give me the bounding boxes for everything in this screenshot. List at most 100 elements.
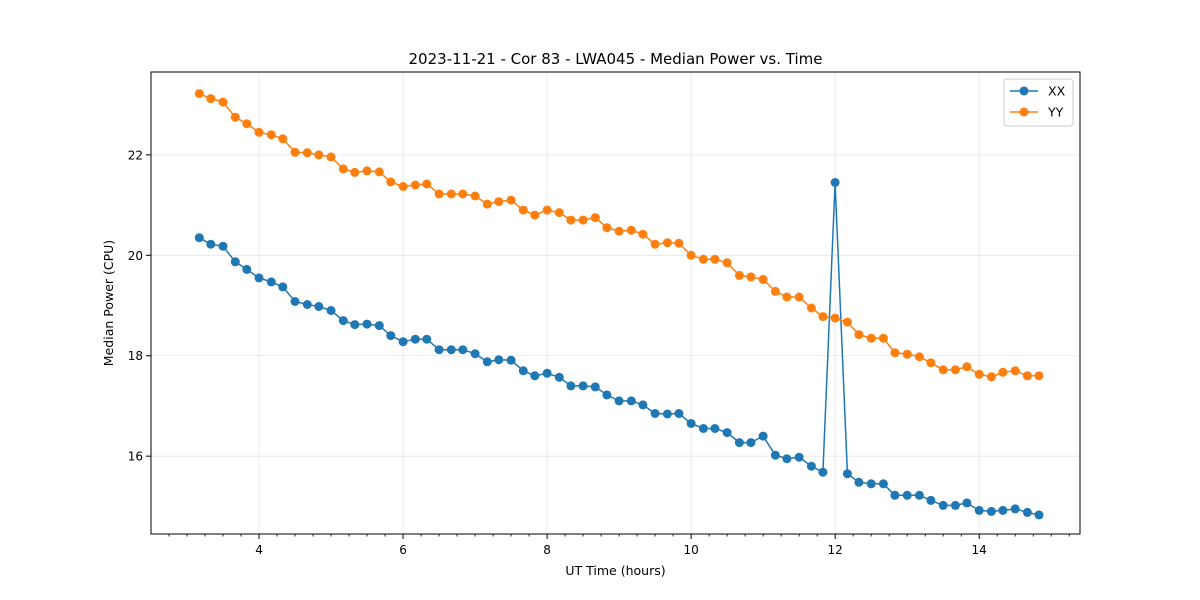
data-point-xx [830,178,840,187]
data-point-xx [638,400,648,410]
data-point-xx [482,357,492,367]
data-point-xx [506,355,516,365]
series-yy [194,89,1044,382]
data-point-yy [1034,371,1044,381]
y-axis: 16 18 20 22 [128,148,151,464]
data-point-xx [314,302,324,311]
data-point-xx [554,372,564,382]
data-point-yy [638,229,648,239]
data-point-yy [506,195,516,205]
data-point-yy [470,191,480,201]
data-point-yy [446,189,456,199]
x-tick-label: 10 [683,543,698,557]
data-point-yy [554,208,564,218]
data-point-xx [254,273,264,283]
data-point-yy [542,205,552,215]
data-point-xx [674,409,684,418]
data-point-xx [926,495,936,505]
data-point-xx [842,469,852,479]
x-axis: 4 6 8 10 12 14 [168,534,1070,557]
chart-title: 2023-11-21 - Cor 83 - LWA045 - Median Po… [409,50,823,68]
data-point-yy [206,94,216,104]
data-point-xx [386,331,396,341]
plot-series [194,89,1044,520]
legend-marker-xx [1019,86,1029,96]
data-point-yy [650,239,660,249]
data-point-xx [326,306,336,315]
data-point-xx [446,345,456,355]
data-point-yy [986,372,996,382]
data-point-xx [290,297,300,306]
x-tick-label: 12 [828,543,843,557]
data-point-yy [830,313,840,323]
legend: XX YY [1003,78,1074,127]
data-point-xx [422,334,432,344]
data-point-yy [302,148,312,158]
data-point-yy [494,197,504,207]
data-point-yy [674,238,684,248]
data-point-yy [386,177,396,187]
data-point-yy [398,182,408,191]
data-point-xx [266,277,276,287]
data-point-yy [962,362,972,372]
data-point-yy [362,166,372,176]
data-point-yy [710,254,720,264]
data-point-yy [878,333,888,343]
data-point-xx [302,300,312,309]
data-point-xx [362,319,372,329]
data-point-yy [602,223,612,233]
data-point-yy [374,167,384,177]
data-point-yy [338,164,348,174]
data-point-xx [734,438,744,448]
data-point-xx [998,505,1008,515]
legend-marker-yy [1019,107,1029,117]
data-point-yy [350,167,360,177]
data-point-xx [410,334,420,344]
data-point-xx [758,431,768,441]
y-axis-label: Median Power (CPU) [101,240,116,366]
data-point-yy [926,358,936,368]
data-point-xx [962,498,972,508]
data-point-yy [974,369,984,379]
data-point-yy [278,134,288,144]
data-point-xx [914,490,924,500]
data-point-yy [326,152,336,162]
data-point-xx [494,355,504,365]
data-point-yy [818,312,828,322]
data-point-xx [1010,504,1020,514]
data-point-yy [782,292,792,302]
data-point-xx [722,428,732,438]
data-point-yy [806,303,816,313]
data-point-yy [1010,366,1020,376]
data-point-xx [746,438,756,448]
data-point-yy [410,180,420,190]
data-point-xx [578,381,588,391]
data-point-yy [566,215,576,225]
legend-label-yy: YY [1047,105,1064,120]
data-point-yy [734,270,744,280]
x-axis-label: UT Time (hours) [565,563,665,578]
data-point-xx [518,366,528,376]
data-point-xx [590,382,600,392]
data-point-xx [794,452,804,462]
data-point-yy [854,330,864,340]
data-point-yy [614,226,624,236]
data-point-xx [398,337,408,347]
data-point-yy [314,150,324,160]
data-point-yy [590,213,600,223]
data-point-yy [434,189,444,199]
x-tick-label: 4 [255,543,263,557]
x-tick-label: 8 [543,543,551,557]
data-point-yy [482,199,492,209]
data-point-xx [950,500,960,510]
data-point-xx [650,409,660,418]
data-point-xx [338,316,348,326]
data-point-xx [614,396,624,406]
data-point-yy [266,130,276,140]
data-point-xx [350,320,360,330]
data-point-xx [1034,510,1044,520]
data-point-yy [422,179,432,189]
data-point-xx [206,239,216,249]
data-point-xx [854,477,864,487]
